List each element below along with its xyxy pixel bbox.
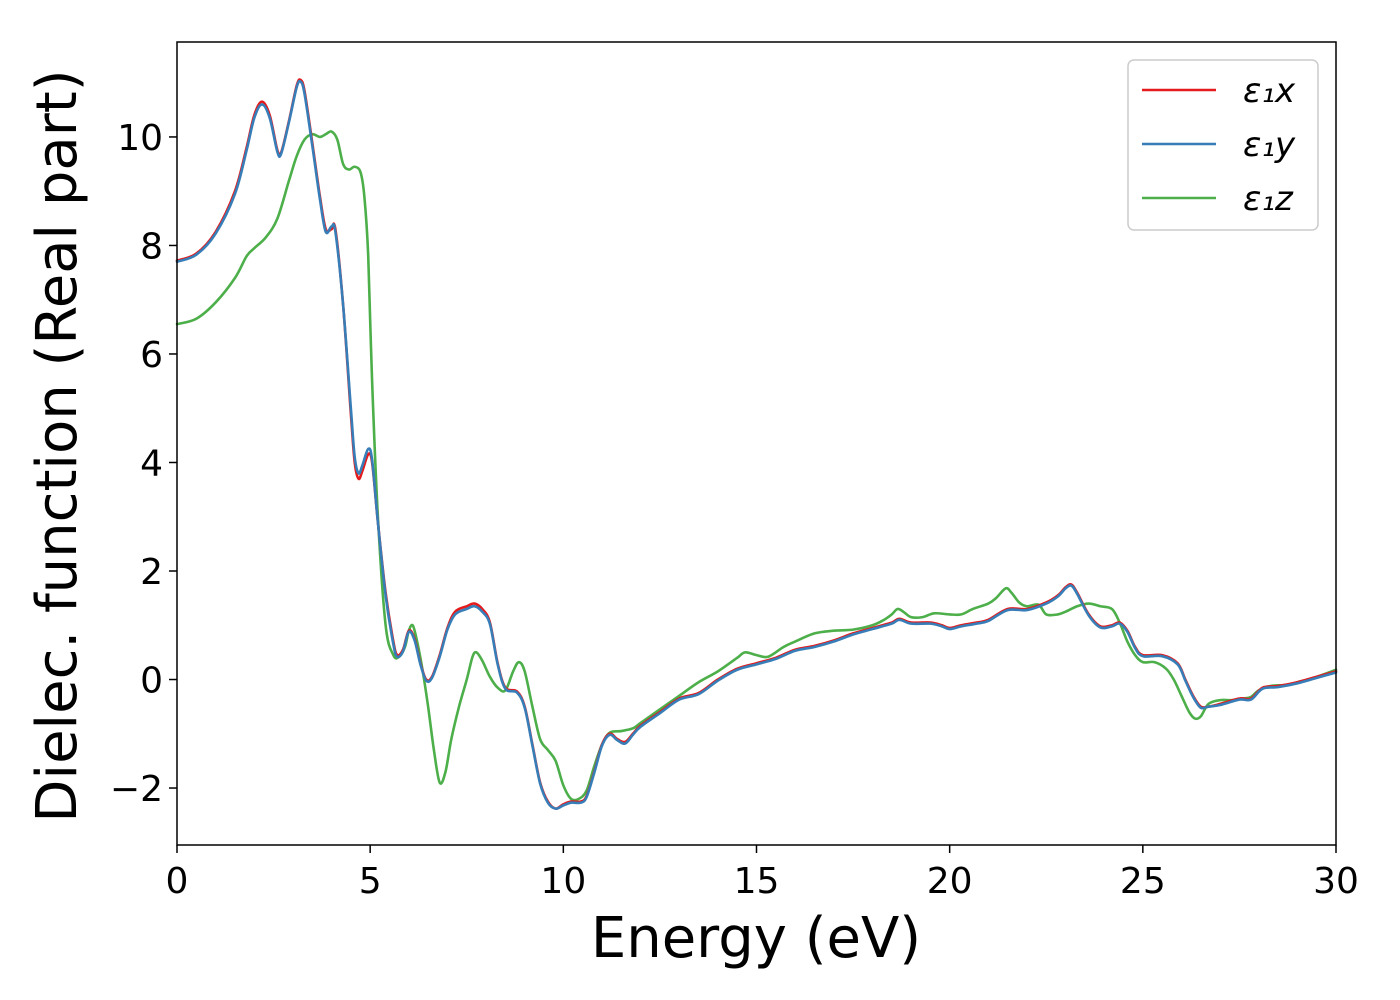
legend-label-0: ε₁x <box>1243 71 1296 111</box>
x-tick-label: 10 <box>540 861 586 902</box>
y-tick-label: −2 <box>110 769 163 810</box>
x-axis-ticks: 0 5 10 15 20 25 30 <box>166 845 1359 902</box>
x-tick-label: 30 <box>1313 861 1359 902</box>
y-tick-label: 8 <box>140 226 163 267</box>
y-tick-label: 0 <box>140 661 163 702</box>
series-line-1 <box>175 79 1338 810</box>
x-tick-label: 5 <box>359 861 382 902</box>
y-tick-label: 4 <box>140 443 163 484</box>
x-tick-label: 15 <box>734 861 780 902</box>
legend: ε₁x ε₁y ε₁z <box>1127 59 1319 231</box>
series-layer <box>175 78 1338 810</box>
legend-box <box>1127 59 1319 231</box>
x-axis-title: Energy (eV) <box>591 906 921 971</box>
y-tick-label: 2 <box>140 552 163 593</box>
legend-label-2: ε₁z <box>1243 179 1294 219</box>
x-tick-label: 25 <box>1120 861 1166 902</box>
y-tick-label: 6 <box>140 335 163 376</box>
legend-label-1: ε₁y <box>1243 125 1296 165</box>
y-axis-ticks: −2 0 2 4 6 8 10 <box>110 118 177 810</box>
x-tick-label: 20 <box>927 861 973 902</box>
x-tick-label: 0 <box>166 861 189 902</box>
y-tick-label: 10 <box>117 118 163 159</box>
y-axis-title: Dielec. function (Real part) <box>25 69 90 822</box>
series-line-2 <box>175 130 1338 802</box>
